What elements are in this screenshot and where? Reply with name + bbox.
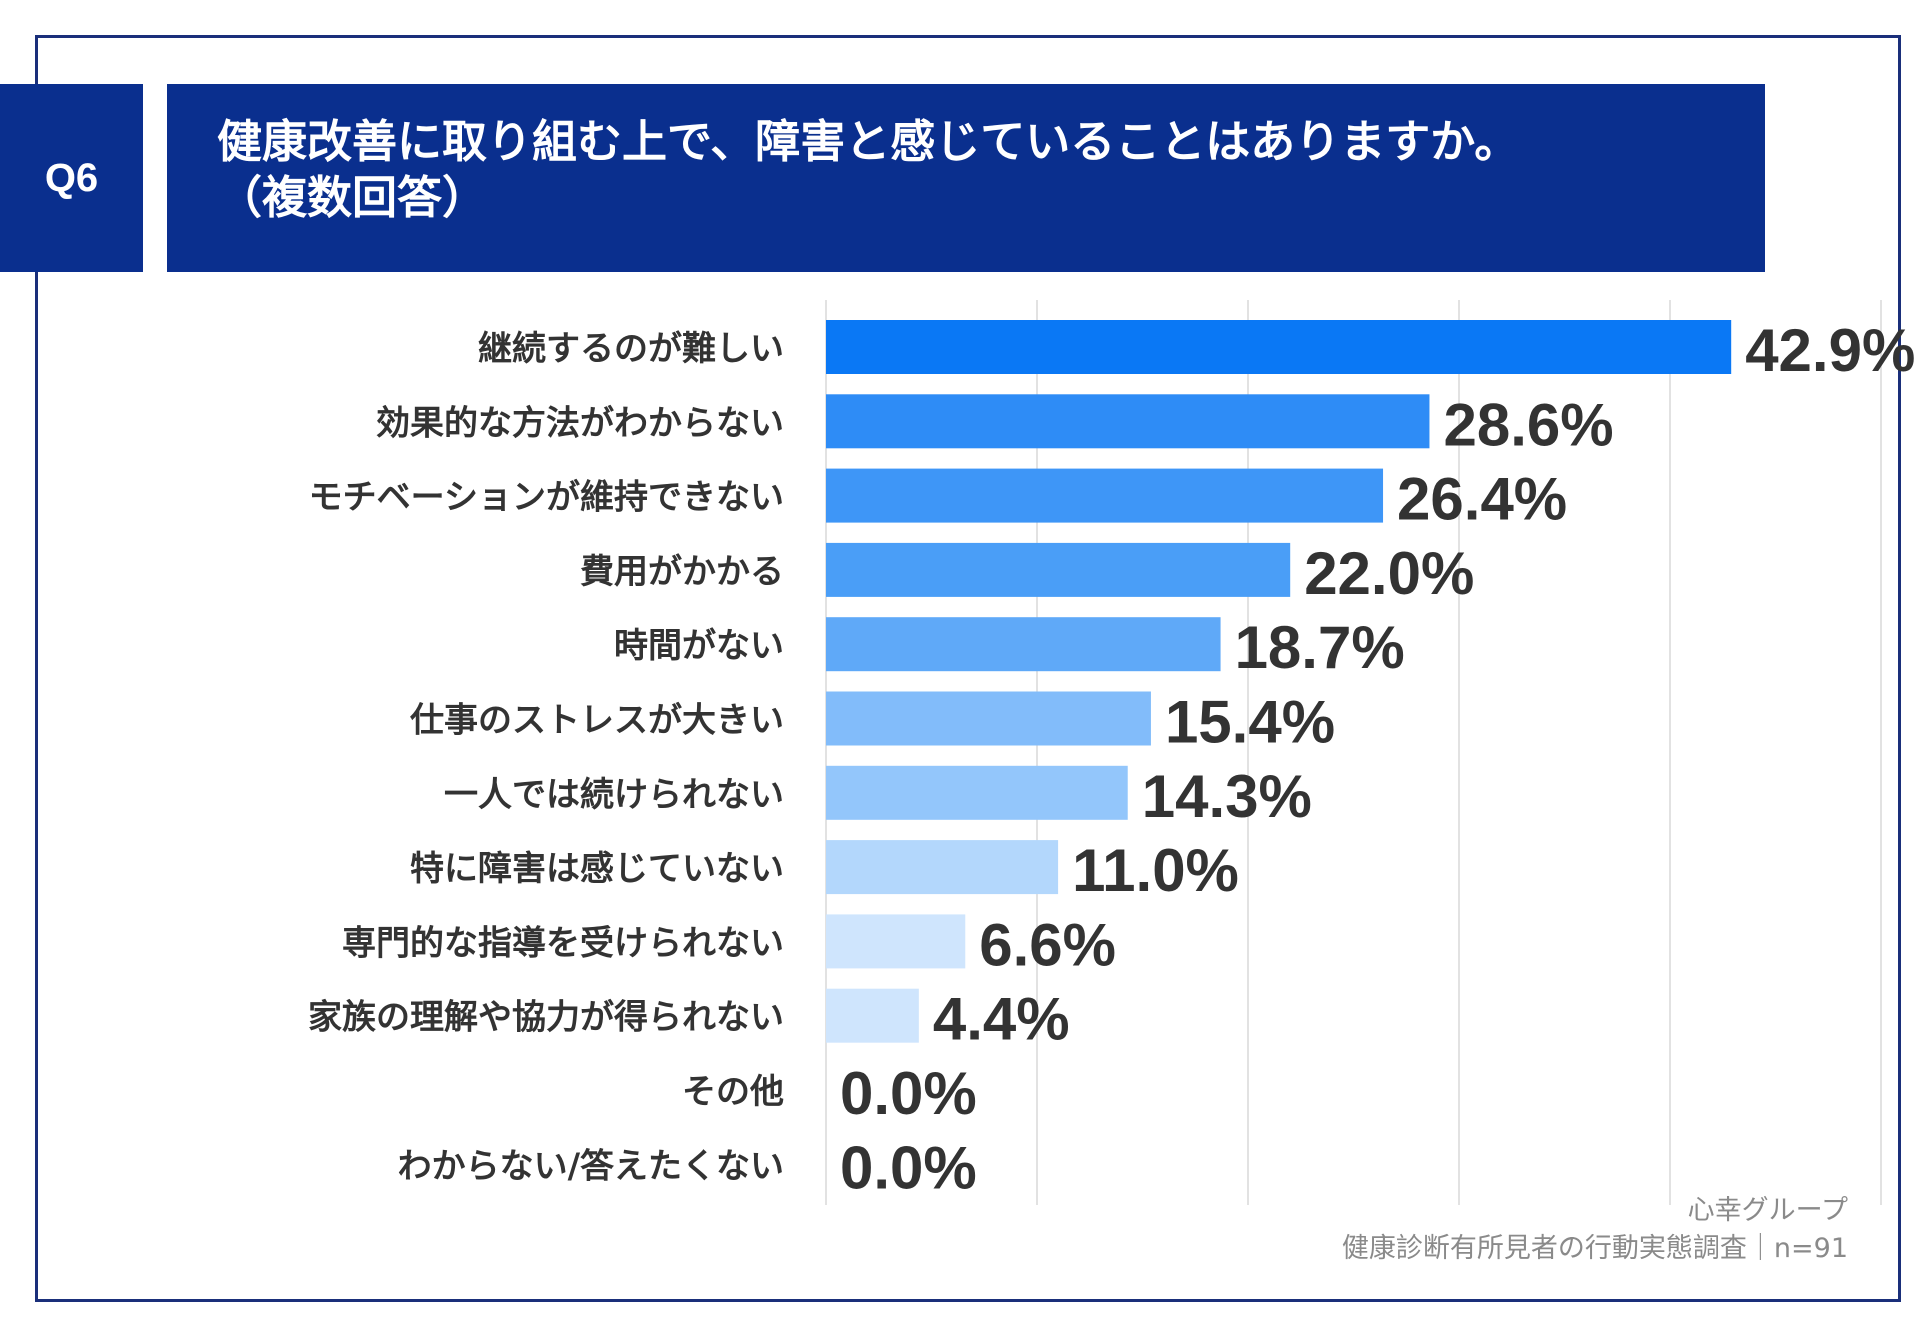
bar xyxy=(826,468,1384,523)
category-label: 継続するのが難しい xyxy=(478,329,784,369)
data-label: 14.3% xyxy=(1142,763,1312,830)
bar xyxy=(826,765,1128,820)
category-label: モチベーションが維持できない xyxy=(309,478,784,518)
category-label: 仕事のストレスが大きい xyxy=(410,701,784,741)
data-label: 4.4% xyxy=(933,986,1070,1053)
source-note: 心幸グループ 健康診断有所見者の行動実態調査｜n=91 xyxy=(1342,1192,1848,1268)
data-label: 11.0% xyxy=(1072,837,1239,904)
data-label: 42.9% xyxy=(1745,317,1915,384)
data-label: 0.0% xyxy=(840,1060,977,1127)
data-label: 26.4% xyxy=(1397,466,1567,533)
category-label: その他 xyxy=(682,1072,784,1112)
category-label: 一人では続けられない xyxy=(444,775,784,815)
question-title: 健康改善に取り組む上で、障害と感じていることはありますか。 xyxy=(217,115,1520,168)
chart-frame xyxy=(35,35,1901,1302)
category-label: 家族の理解や協力が得られない xyxy=(308,998,784,1038)
data-label: 18.7% xyxy=(1235,614,1405,681)
category-label: 効果的な方法がわからない xyxy=(376,403,784,443)
category-label: 特に障害は感じていない xyxy=(410,849,784,889)
category-label: わからない/答えたくない xyxy=(398,1146,784,1186)
bar xyxy=(826,394,1430,449)
bar xyxy=(826,320,1732,374)
source-company: 心幸グループ xyxy=(1687,1195,1848,1226)
title-box: 健康改善に取り組む上で、障害と感じていることはありますか。 （複数回答） xyxy=(167,84,1765,272)
data-label: 15.4% xyxy=(1165,689,1335,756)
category-label: 時間がない xyxy=(614,626,784,666)
data-label: 22.0% xyxy=(1304,540,1474,607)
bar xyxy=(826,691,1151,746)
bar xyxy=(826,988,919,1043)
data-label: 6.6% xyxy=(979,911,1116,978)
question-badge: Q6 xyxy=(0,84,143,272)
category-label: 費用がかかる xyxy=(580,552,784,592)
bar xyxy=(826,840,1059,895)
bar xyxy=(826,914,966,969)
source-survey: 健康診断有所見者の行動実態調査｜n=91 xyxy=(1341,1233,1848,1264)
category-label: 専門的な指導を受けられない xyxy=(342,923,784,963)
data-label: 28.6% xyxy=(1443,391,1613,458)
question-subtitle: （複数回答） xyxy=(217,171,488,224)
data-label: 0.0% xyxy=(840,1134,977,1201)
bar xyxy=(826,542,1291,597)
bar xyxy=(826,617,1221,672)
